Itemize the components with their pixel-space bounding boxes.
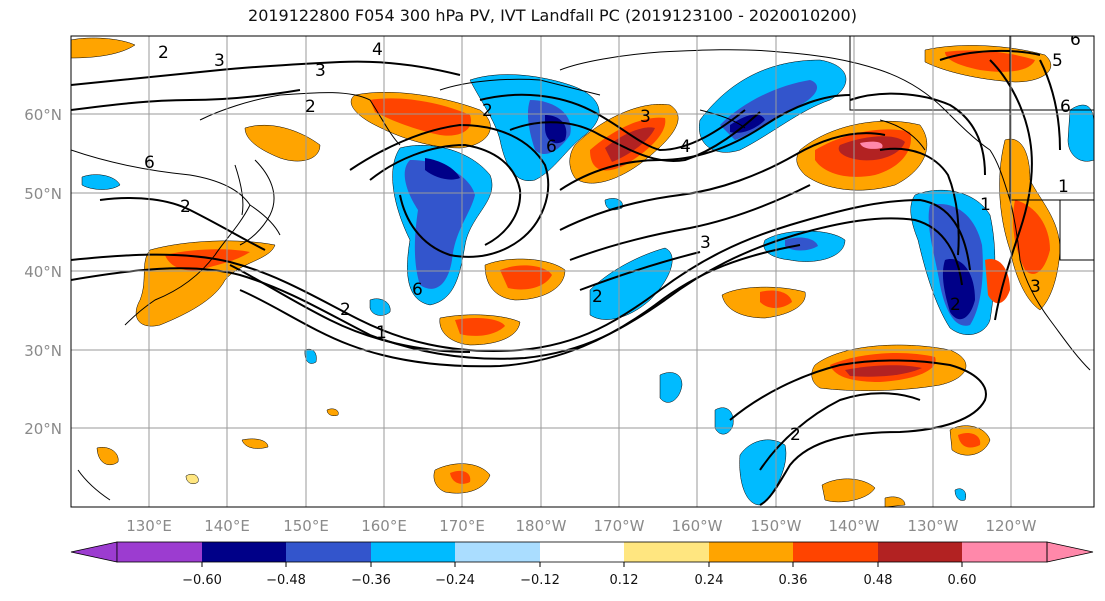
colorbar-segment xyxy=(624,542,710,562)
map-border xyxy=(70,35,1095,508)
lon-label: 160°E xyxy=(361,517,407,535)
contour-label: 2 xyxy=(158,43,169,63)
colorbar-segment xyxy=(371,542,456,562)
contour-label: 3 xyxy=(1030,277,1041,297)
colorbar-tick-label: 0.48 xyxy=(864,573,893,588)
lon-label: 180°W xyxy=(516,517,567,535)
colorbar-tick-label: 0.36 xyxy=(779,573,808,588)
lat-label: 50°N xyxy=(24,185,62,203)
colorbar-segment xyxy=(455,542,541,562)
colorbar-tick-label: 0.12 xyxy=(610,573,639,588)
contour-label: 1 xyxy=(1058,177,1069,197)
colorbar-ticks xyxy=(201,562,963,567)
map-plot-area: 2 3 4 3 2 6 2 1 3 6 2 6 2 3 4 2 1 6 3 5 … xyxy=(71,30,1094,507)
lon-label: 150°E xyxy=(283,517,329,535)
colorbar-extend-high xyxy=(1046,541,1094,563)
lat-label: 40°N xyxy=(24,263,62,281)
contour-label: 2 xyxy=(180,197,191,217)
contour-label: 6 xyxy=(1060,97,1071,117)
colorbar-outline xyxy=(116,541,1048,563)
contour-labels: 2 3 4 3 2 6 2 1 3 6 2 6 2 3 4 2 1 6 3 5 … xyxy=(144,30,1081,445)
colorbar-segment xyxy=(709,542,794,562)
contour-label: 6 xyxy=(546,137,557,157)
lon-label: 130°W xyxy=(908,517,959,535)
contour-label: 2 xyxy=(790,425,801,445)
latitude-labels: 60°N 50°N 40°N 30°N 20°N xyxy=(24,106,62,438)
contour-label: 1 xyxy=(980,195,991,215)
coastlines xyxy=(71,36,1094,501)
positive-anomaly-fills xyxy=(71,37,1061,507)
contour-label: 3 xyxy=(315,61,326,81)
lat-label: 60°N xyxy=(24,106,62,124)
lon-label: 160°W xyxy=(672,517,723,535)
colorbar-segment xyxy=(962,542,1048,562)
contour-label: 2 xyxy=(482,101,493,121)
lon-label: 140°E xyxy=(204,517,250,535)
contour-label: 6 xyxy=(412,280,423,300)
lon-label: 140°W xyxy=(829,517,880,535)
lon-label: 150°W xyxy=(751,517,802,535)
contour-label: 5 xyxy=(1052,51,1063,71)
contour-label: 2 xyxy=(592,287,603,307)
contour-label: 2 xyxy=(305,97,316,117)
colorbar-segment xyxy=(117,542,203,562)
colorbar-tick-label: −0.36 xyxy=(351,573,391,588)
colorbar-segment xyxy=(286,542,372,562)
lon-label: 170°E xyxy=(439,517,485,535)
contour-label: 3 xyxy=(640,107,651,127)
colorbar-segment xyxy=(878,542,963,562)
lon-label: 130°E xyxy=(126,517,172,535)
contour-label: 3 xyxy=(700,233,711,253)
colorbar-tick-label: −0.60 xyxy=(182,573,222,588)
graticule xyxy=(71,36,1094,507)
colorbar-tick-label: 0.60 xyxy=(948,573,977,588)
colorbar-segment xyxy=(202,542,287,562)
contour-label: 4 xyxy=(680,137,691,157)
colorbar-tick-label: 0.24 xyxy=(695,573,724,588)
colorbar-segment xyxy=(540,542,625,562)
colorbar-tick-label: −0.24 xyxy=(435,573,475,588)
contour-label: 1 xyxy=(376,323,387,343)
colorbar-tick-label: −0.12 xyxy=(520,573,560,588)
contour-label: 2 xyxy=(950,295,961,315)
contour-label: 3 xyxy=(214,51,225,71)
figure-title: 2019122800 F054 300 hPa PV, IVT Landfall… xyxy=(248,6,857,25)
contour-label: 4 xyxy=(372,40,383,60)
lon-label: 120°W xyxy=(986,517,1037,535)
lat-label: 30°N xyxy=(24,342,62,360)
colorbar-extend-low xyxy=(70,541,118,563)
colorbar-tick-label: −0.48 xyxy=(266,573,306,588)
colorbar-segment xyxy=(793,542,879,562)
contour-label: 6 xyxy=(1070,30,1081,50)
contour-label: 6 xyxy=(144,153,155,173)
longitude-labels: 130°E 140°E 150°E 160°E 170°E 180°W 170°… xyxy=(126,517,1036,535)
lon-label: 170°W xyxy=(594,517,645,535)
contour-label: 2 xyxy=(340,300,351,320)
colorbar: −0.60 −0.48 −0.36 −0.24 −0.12 0.12 0.24 … xyxy=(70,541,1094,588)
lat-label: 20°N xyxy=(24,420,62,438)
pv-contours xyxy=(71,49,1061,506)
